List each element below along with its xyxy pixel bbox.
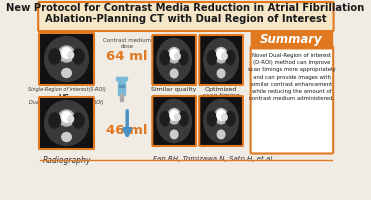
Ellipse shape <box>207 111 216 126</box>
FancyBboxPatch shape <box>199 96 243 146</box>
Ellipse shape <box>170 110 178 121</box>
Ellipse shape <box>72 113 84 128</box>
Ellipse shape <box>226 111 235 126</box>
Text: Similar quality: Similar quality <box>151 87 197 92</box>
FancyBboxPatch shape <box>152 96 196 146</box>
Ellipse shape <box>215 48 227 63</box>
Ellipse shape <box>204 99 238 143</box>
Ellipse shape <box>168 109 180 124</box>
Ellipse shape <box>49 49 60 64</box>
Circle shape <box>217 49 225 59</box>
Ellipse shape <box>62 68 71 77</box>
FancyBboxPatch shape <box>39 33 94 85</box>
Ellipse shape <box>160 50 170 65</box>
Text: New Protocol for Contrast Media Reduction in Atrial Fibrillation: New Protocol for Contrast Media Reductio… <box>6 3 365 13</box>
Text: 46 ml: 46 ml <box>106 123 148 136</box>
Circle shape <box>217 110 225 120</box>
Ellipse shape <box>62 132 71 142</box>
Ellipse shape <box>217 69 225 78</box>
Text: Dual-Region of interest(D-ROI): Dual-Region of interest(D-ROI) <box>29 100 104 105</box>
Ellipse shape <box>59 110 75 126</box>
Ellipse shape <box>72 49 84 64</box>
Ellipse shape <box>168 48 180 63</box>
FancyBboxPatch shape <box>152 35 196 85</box>
Ellipse shape <box>157 99 191 143</box>
Circle shape <box>175 53 180 60</box>
Text: Single-Region of interest(S-ROI): Single-Region of interest(S-ROI) <box>27 87 105 92</box>
Ellipse shape <box>61 47 72 58</box>
Ellipse shape <box>215 109 227 124</box>
Ellipse shape <box>226 50 235 65</box>
Text: Ablation-Planning CT with Dual Region of Interest: Ablation-Planning CT with Dual Region of… <box>45 14 326 24</box>
Ellipse shape <box>59 46 75 62</box>
Circle shape <box>222 114 227 121</box>
Ellipse shape <box>61 112 72 122</box>
Ellipse shape <box>204 38 238 82</box>
FancyBboxPatch shape <box>39 97 94 149</box>
Circle shape <box>68 51 73 58</box>
Ellipse shape <box>217 110 225 121</box>
FancyBboxPatch shape <box>251 30 333 49</box>
Text: Summary: Summary <box>260 33 323 46</box>
Text: Novel Dual-Region of interest
(D-ROI) method can improve
scan timings more appro: Novel Dual-Region of interest (D-ROI) me… <box>248 53 335 101</box>
Ellipse shape <box>45 36 88 82</box>
Circle shape <box>222 53 227 60</box>
Bar <box>118 77 125 95</box>
Ellipse shape <box>217 49 225 60</box>
Ellipse shape <box>207 50 216 65</box>
Circle shape <box>170 110 178 120</box>
Bar <box>116 77 127 80</box>
FancyBboxPatch shape <box>251 46 333 154</box>
Text: Optimized
scan timing: Optimized scan timing <box>203 87 239 98</box>
Ellipse shape <box>217 130 225 139</box>
Ellipse shape <box>170 130 178 139</box>
Text: Fan RH, Tomizawa N, Sato H, et al.: Fan RH, Tomizawa N, Sato H, et al. <box>153 156 275 162</box>
Circle shape <box>62 48 70 58</box>
Circle shape <box>170 49 178 59</box>
Ellipse shape <box>157 38 191 82</box>
Ellipse shape <box>170 49 178 60</box>
Ellipse shape <box>170 69 178 78</box>
Circle shape <box>62 112 70 122</box>
FancyBboxPatch shape <box>38 2 334 31</box>
Text: 64 ml: 64 ml <box>106 49 148 62</box>
Circle shape <box>68 116 73 122</box>
Ellipse shape <box>160 111 170 126</box>
Bar <box>120 94 123 101</box>
Bar <box>119 85 124 87</box>
Text: Contrast medium
dose: Contrast medium dose <box>103 38 151 49</box>
Text: Radiography: Radiography <box>42 156 91 165</box>
Ellipse shape <box>49 113 60 128</box>
Circle shape <box>175 114 180 121</box>
Text: VS.: VS. <box>59 94 73 103</box>
Ellipse shape <box>179 50 188 65</box>
Ellipse shape <box>179 111 188 126</box>
FancyBboxPatch shape <box>199 35 243 85</box>
Ellipse shape <box>45 100 88 146</box>
